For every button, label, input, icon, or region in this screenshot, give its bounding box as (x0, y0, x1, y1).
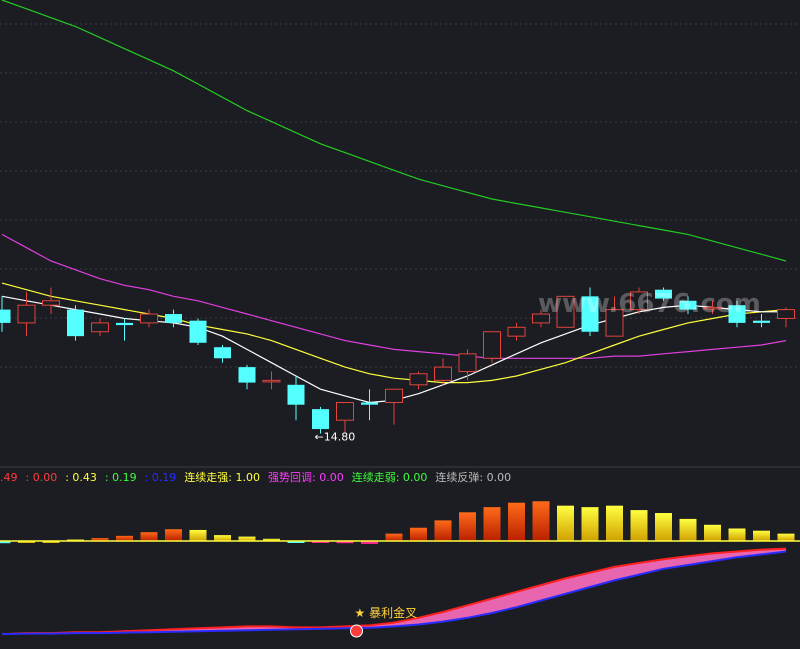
candle-body (116, 322, 133, 326)
candle-body (67, 309, 84, 337)
indicator-bar (312, 541, 329, 543)
candle-body (0, 309, 11, 323)
candle-body (287, 384, 305, 405)
indicator-bar (287, 541, 305, 543)
low-price-label: ←14.80 (315, 431, 356, 444)
candle-body (312, 409, 329, 430)
candle-body (581, 296, 599, 332)
candle-body (556, 295, 575, 328)
indicator-bar (679, 518, 697, 541)
ma-line-green (1, 0, 787, 262)
indicator-legend: .49 : 0.00 : 0.43 : 0.19 : 0.19 连续走强: 1.00 强势回… (0, 470, 511, 484)
candle-body (777, 309, 795, 319)
candle-body (753, 320, 770, 323)
indicator-bar (189, 529, 207, 541)
indicator-bar (434, 520, 452, 541)
indicator-bar (410, 527, 427, 541)
legend-entry: 连续走弱: 0.00 (352, 470, 428, 484)
candles (0, 287, 795, 434)
candle-body (140, 313, 158, 324)
indicator-bar (140, 532, 158, 541)
indicator-bar (606, 505, 623, 541)
legend-entry: 强势回调: 0.00 (268, 471, 344, 484)
candle-body (214, 347, 231, 359)
legend-entry: : 0.00 (26, 471, 58, 484)
candle-body (385, 388, 403, 404)
indicator-bar (263, 538, 280, 541)
ma-line-magenta (1, 233, 787, 359)
indicator-annotations: ★ 暴利金叉 (350, 605, 418, 638)
indicator-bar (777, 533, 795, 541)
indicator-bar (165, 529, 182, 541)
legend-entry: 连续走强: 1.00 (184, 470, 260, 484)
candle-body (42, 300, 60, 306)
legend-entry: 连续反弹: 0.00 (435, 470, 511, 484)
indicator-bar (483, 507, 501, 541)
indicator-bar (42, 541, 60, 543)
candle-body (728, 305, 746, 323)
indicator-bar (459, 512, 476, 541)
indicator-bar (557, 505, 574, 541)
signal-marker-icon (350, 624, 363, 638)
indicator-area-fill (2, 548, 786, 635)
indicator-bar (214, 535, 231, 541)
indicator-area (1, 547, 787, 636)
indicator-line-red (1, 547, 787, 636)
indicator-bar (655, 513, 672, 541)
candle-body (458, 353, 477, 373)
indicator-bar (0, 541, 11, 544)
legend-entry: : 0.19 (145, 471, 177, 484)
candle-body (703, 306, 722, 310)
candle-body (679, 300, 697, 310)
candle-body (361, 402, 378, 405)
indicator-bar (385, 533, 403, 541)
candle-body (532, 313, 550, 324)
indicator-bar (581, 507, 599, 541)
indicator-bar (704, 524, 721, 541)
grid (0, 23, 800, 368)
indicator-bar (336, 541, 354, 544)
indicator-bar (508, 502, 525, 541)
indicator-line-blue (1, 550, 787, 636)
indicator-bar (361, 541, 378, 544)
candle-body (605, 309, 624, 337)
watermark-text: www.6676.com (538, 289, 761, 319)
candle-body (655, 289, 672, 299)
candle-body (434, 366, 452, 381)
indicator-bar (91, 538, 109, 541)
legend-entry: .49 (0, 471, 18, 484)
indicator-bar (630, 510, 648, 541)
legend-entry: : 0.43 (65, 471, 97, 484)
candle-body (409, 373, 428, 386)
candle-body (262, 379, 281, 383)
candle-body (630, 291, 648, 311)
golden-cross-label: ★ 暴利金叉 (355, 605, 418, 620)
legend-entry: : 0.19 (105, 471, 137, 484)
indicator-bar (116, 535, 133, 541)
candle-body (483, 331, 501, 359)
indicator-bar (532, 501, 550, 541)
candle-body (189, 320, 207, 343)
indicator-bar (18, 541, 35, 543)
indicator-bars (0, 501, 800, 544)
candle-body (91, 322, 109, 333)
indicator-bar (753, 530, 770, 541)
ma-line-yellow (1, 282, 787, 384)
candle-body (238, 367, 256, 383)
indicator-bar (728, 528, 746, 541)
candle-body (17, 304, 36, 324)
candle-body (165, 314, 182, 323)
indicator-bar (238, 536, 256, 541)
candle-body (336, 402, 354, 421)
moving-averages (1, 0, 787, 404)
candle-body (507, 326, 526, 337)
